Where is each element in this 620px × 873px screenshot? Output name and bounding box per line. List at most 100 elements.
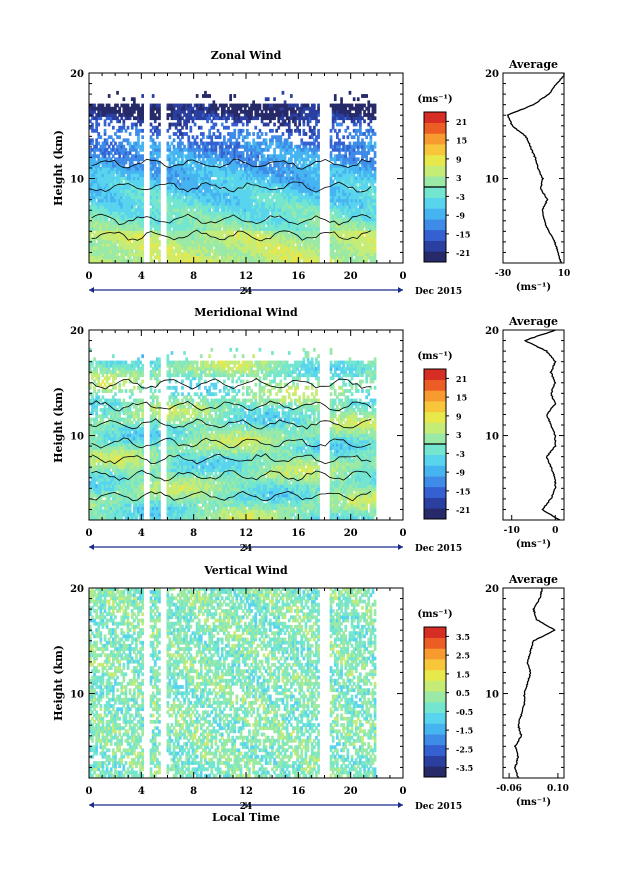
heatmap-cell (193, 239, 197, 244)
heatmap-cell (191, 116, 195, 121)
heatmap-cell (298, 214, 301, 219)
heatmap-cell (206, 246, 209, 250)
heatmap-cell (348, 189, 352, 193)
heatmap-cell (97, 230, 101, 235)
heatmap-cell (262, 208, 266, 212)
heatmap-cell (158, 163, 161, 168)
heatmap-cell (241, 249, 245, 254)
heatmap-cell (256, 147, 260, 152)
heatmap-cell (218, 246, 222, 250)
heatmap-cell (118, 189, 121, 193)
heatmap-cell (95, 255, 98, 260)
heatmap-cell (346, 170, 350, 174)
heatmap-cell (183, 239, 186, 244)
heatmap-cell (156, 211, 159, 216)
heatmap-cell (271, 135, 274, 140)
heatmap-cell (329, 214, 333, 219)
heatmap-cell (172, 113, 176, 117)
heatmap-cell (283, 151, 287, 155)
heatmap-cell (304, 147, 308, 152)
heatmap-cell (214, 214, 218, 219)
heatmap-cell (179, 128, 182, 133)
heatmap-cell (348, 214, 352, 219)
heatmap-cell (210, 217, 214, 222)
heatmap-cell (239, 239, 243, 244)
heatmap-cell (135, 223, 138, 228)
heatmap-cell (95, 119, 98, 124)
heatmap-cell (206, 113, 209, 117)
heatmap-cell (216, 141, 220, 146)
heatmap-cell (338, 166, 341, 171)
heatmap-cell (216, 135, 220, 140)
heatmap-cell (112, 166, 115, 171)
heatmap-cell (333, 113, 337, 117)
heatmap-cell (350, 147, 354, 152)
heatmap-cell (254, 106, 258, 111)
heatmap-cell (124, 198, 128, 203)
heatmap-cell (338, 128, 341, 133)
heatmap-cell (195, 227, 199, 231)
heatmap-cell (333, 147, 337, 152)
heatmap-cell (264, 166, 268, 171)
heatmap-cell (141, 239, 144, 244)
heatmap-cell (294, 144, 297, 149)
heatmap-cell (187, 116, 191, 121)
heatmap-cell (315, 109, 318, 114)
heatmap-cell (122, 103, 126, 108)
heatmap-cell (206, 192, 209, 197)
heatmap-cell (338, 198, 341, 203)
heatmap-cell (206, 179, 209, 184)
heatmap-cell (350, 189, 354, 193)
heatmap-cell (269, 141, 272, 146)
heatmap-cell (250, 223, 253, 228)
heatmap-cell (283, 198, 287, 203)
heatmap-cell (158, 185, 161, 190)
heatmap-cell (185, 122, 188, 127)
heatmap-cell (128, 255, 132, 260)
heatmap-cell (210, 157, 214, 162)
heatmap-cell (243, 141, 247, 146)
heatmap-cell (122, 147, 126, 152)
heatmap-cell (93, 204, 96, 209)
heatmap-cell (283, 176, 287, 181)
heatmap-cell (187, 166, 191, 171)
heatmap-cell (158, 220, 161, 225)
heatmap-cell (271, 233, 274, 238)
heatmap-cell (237, 204, 241, 209)
heatmap-cell (202, 208, 205, 212)
heatmap-cell (275, 198, 278, 203)
heatmap-cell (130, 242, 134, 247)
heatmap-cell (187, 138, 191, 143)
heatmap-cell (333, 109, 337, 114)
heatmap-cell (254, 141, 258, 146)
heatmap-cell (243, 103, 247, 108)
heatmap-cell (315, 154, 318, 159)
heatmap-cell (204, 233, 207, 238)
heatmap-cell (128, 236, 132, 241)
heatmap-cell (346, 242, 350, 247)
heatmap-cell (124, 211, 128, 216)
heatmap-cell (225, 147, 228, 152)
heatmap-cell (208, 233, 211, 238)
heatmap-cell (300, 214, 304, 219)
heatmap-cell (208, 179, 211, 184)
heatmap-cell (290, 109, 293, 114)
heatmap-cell (308, 201, 312, 206)
heatmap-cell (246, 208, 249, 212)
heatmap-cell (225, 144, 228, 149)
heatmap-cell (313, 252, 316, 257)
heatmap-cell (273, 182, 276, 187)
heatmap-cell (298, 195, 301, 200)
heatmap-cell (264, 116, 268, 121)
heatmap-cell (95, 154, 98, 159)
heatmap-cell (187, 176, 191, 181)
heatmap-cell (231, 208, 234, 212)
heatmap-cell (239, 195, 243, 200)
heatmap-cell (250, 109, 253, 114)
heatmap-cell (237, 258, 241, 263)
heatmap-cell (151, 220, 155, 225)
heatmap-cell (262, 204, 266, 209)
heatmap-cell (252, 151, 255, 155)
heatmap-cell (126, 255, 130, 260)
heatmap-cell (246, 179, 249, 184)
